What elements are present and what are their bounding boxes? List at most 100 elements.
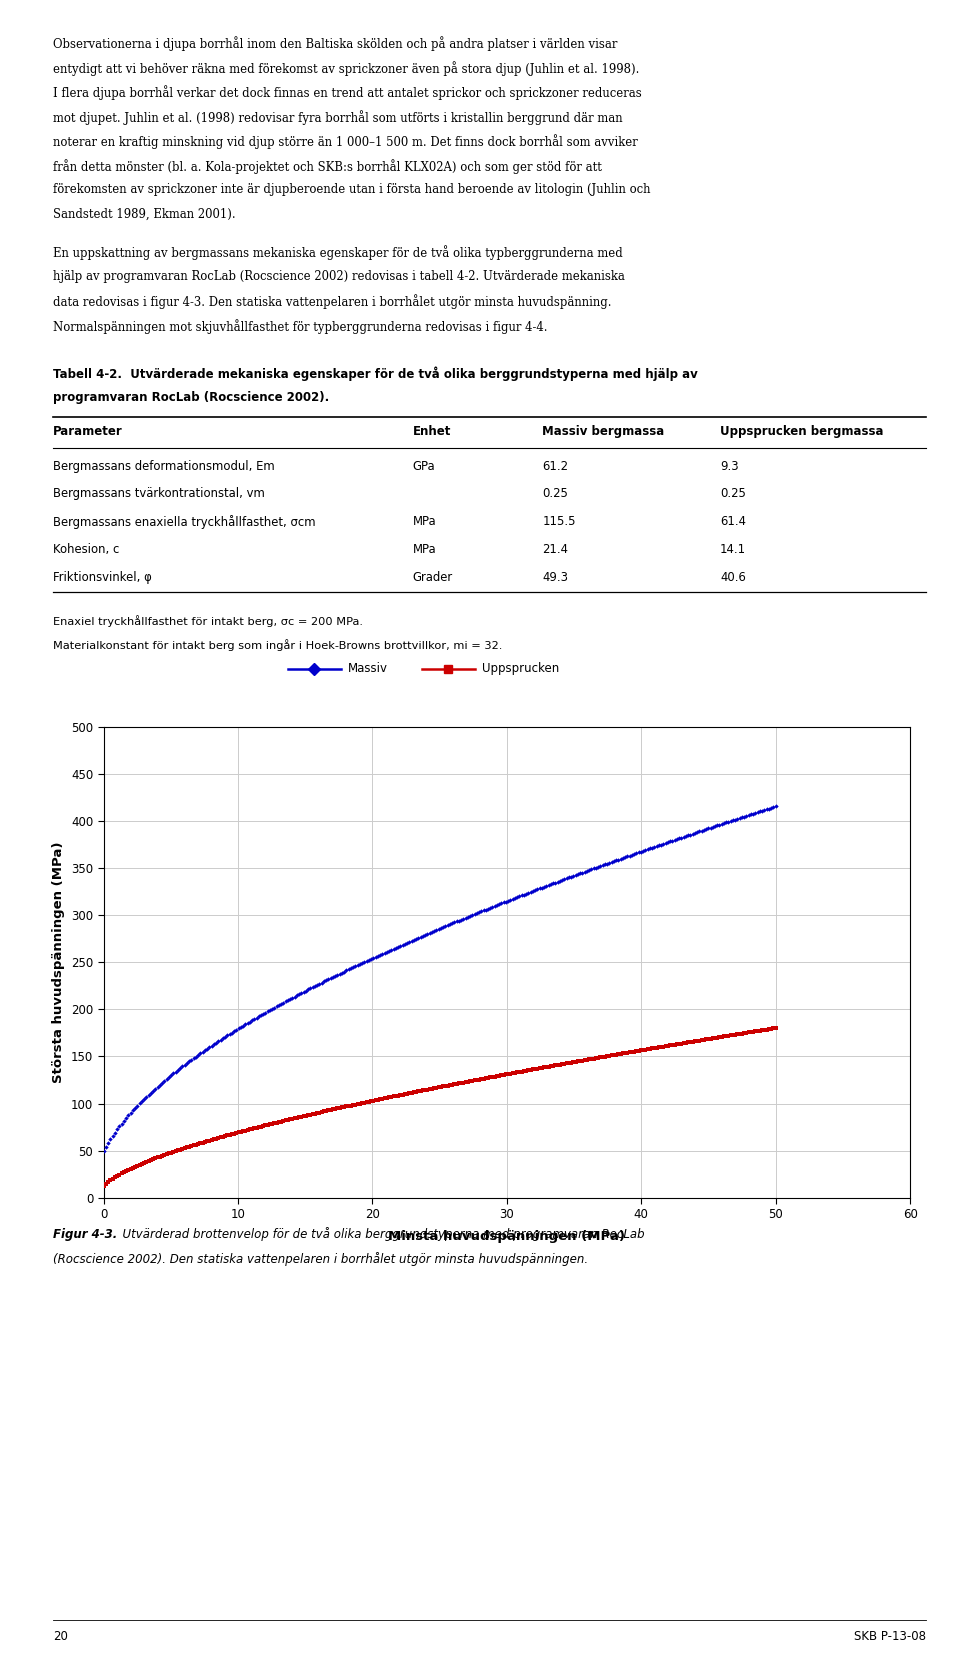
Point <box>503 886 518 912</box>
Point <box>121 1103 136 1129</box>
Point <box>490 893 505 919</box>
Point <box>155 1142 170 1169</box>
Point <box>492 1063 507 1089</box>
Point <box>325 1096 341 1122</box>
Point <box>109 1116 125 1142</box>
Text: Uppsprucken: Uppsprucken <box>482 663 559 676</box>
Point <box>669 1031 684 1058</box>
Point <box>678 823 693 850</box>
Point <box>512 1058 527 1084</box>
Point <box>579 858 594 884</box>
Point <box>537 1055 552 1081</box>
Point <box>156 1142 172 1169</box>
Point <box>359 1089 374 1116</box>
Point <box>732 805 748 831</box>
Point <box>245 1007 260 1033</box>
Point <box>190 1041 205 1068</box>
Point <box>678 1030 693 1056</box>
Point <box>170 1137 185 1164</box>
Point <box>716 810 732 836</box>
Point <box>377 1084 393 1111</box>
Point <box>183 1132 199 1159</box>
Point <box>440 1073 455 1099</box>
Point <box>730 1022 745 1048</box>
Point <box>433 914 448 941</box>
Point <box>282 1106 298 1132</box>
Point <box>631 840 646 866</box>
Point <box>592 1045 608 1071</box>
Point <box>366 1088 381 1114</box>
Text: Grader: Grader <box>413 570 453 584</box>
Point <box>287 984 302 1010</box>
Text: Sandstedt 1989, Ekman 2001).: Sandstedt 1989, Ekman 2001). <box>53 208 235 220</box>
Point <box>471 1066 487 1093</box>
Point <box>195 1038 210 1065</box>
Point <box>339 1093 354 1119</box>
Point <box>391 934 406 960</box>
Point <box>208 1030 224 1056</box>
Point <box>116 1108 132 1134</box>
Point <box>577 1046 592 1073</box>
Point <box>755 1017 770 1043</box>
Point <box>235 1013 251 1040</box>
Point <box>136 1086 152 1112</box>
Point <box>116 1159 132 1185</box>
Text: Uppsprucken bergmassa: Uppsprucken bergmassa <box>720 425 883 438</box>
Point <box>426 917 442 944</box>
Point <box>175 1053 190 1079</box>
Point <box>467 1068 482 1094</box>
Point <box>354 950 370 977</box>
Point <box>746 800 761 826</box>
Point <box>647 833 662 860</box>
Point <box>564 1050 579 1076</box>
Point <box>96 1174 111 1200</box>
Point <box>611 1041 626 1068</box>
Point <box>361 1088 376 1114</box>
Point <box>372 1086 388 1112</box>
Point <box>312 970 327 997</box>
Point <box>319 967 334 993</box>
Point <box>492 891 507 917</box>
Point <box>436 914 451 941</box>
Point <box>763 795 779 822</box>
Point <box>109 1162 125 1189</box>
Point <box>516 1058 532 1084</box>
Point <box>420 1076 435 1103</box>
Point <box>364 1088 379 1114</box>
Point <box>602 850 617 876</box>
Point <box>584 1046 599 1073</box>
Point <box>615 1040 631 1066</box>
Point <box>465 1068 480 1094</box>
Point <box>726 1022 741 1048</box>
Point <box>627 1038 642 1065</box>
Point <box>505 1060 520 1086</box>
Point <box>153 1071 168 1098</box>
Point <box>159 1141 175 1167</box>
Point <box>562 865 577 891</box>
Point <box>503 1060 518 1086</box>
Point <box>302 975 318 1002</box>
Point <box>253 1002 269 1028</box>
Point <box>155 1069 170 1096</box>
Point <box>505 886 520 912</box>
Point <box>186 1045 202 1071</box>
Point <box>714 810 730 836</box>
Point <box>368 1088 383 1114</box>
Point <box>636 838 651 865</box>
Point <box>617 845 633 871</box>
Point <box>473 1066 489 1093</box>
Point <box>217 1122 232 1149</box>
Point <box>612 1041 628 1068</box>
Point <box>516 881 532 907</box>
Point <box>424 1076 440 1103</box>
Point <box>269 1109 284 1136</box>
Point <box>759 1017 775 1043</box>
Point <box>163 1139 179 1165</box>
Point <box>200 1127 215 1154</box>
Point <box>681 1030 696 1056</box>
Point <box>734 803 750 830</box>
Point <box>557 1051 572 1078</box>
Point <box>397 931 413 957</box>
Point <box>421 1076 437 1103</box>
Point <box>228 1119 244 1146</box>
